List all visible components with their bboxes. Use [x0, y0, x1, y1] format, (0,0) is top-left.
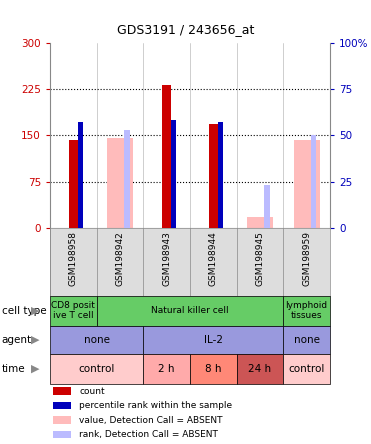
Bar	[237, 354, 283, 384]
Text: 8 h: 8 h	[205, 364, 221, 374]
Text: rank, Detection Call = ABSENT: rank, Detection Call = ABSENT	[79, 430, 218, 439]
Text: control: control	[289, 364, 325, 374]
Bar	[247, 217, 273, 228]
Text: ▶: ▶	[31, 364, 39, 374]
Bar	[53, 387, 71, 395]
Text: GDS3191 / 243656_at: GDS3191 / 243656_at	[117, 23, 254, 36]
Bar	[53, 402, 71, 409]
Bar	[209, 124, 217, 228]
Bar	[162, 85, 171, 228]
Bar	[124, 130, 130, 228]
Text: 2 h: 2 h	[158, 364, 175, 374]
Text: GSM198943: GSM198943	[162, 231, 171, 286]
Text: ▶: ▶	[31, 306, 39, 316]
Text: control: control	[79, 364, 115, 374]
Bar	[311, 135, 316, 228]
Bar	[143, 354, 190, 384]
Bar	[190, 354, 237, 384]
Text: value, Detection Call = ABSENT: value, Detection Call = ABSENT	[79, 416, 223, 424]
Text: percentile rank within the sample: percentile rank within the sample	[79, 401, 233, 410]
Text: GSM198944: GSM198944	[209, 231, 218, 286]
Text: 24 h: 24 h	[249, 364, 272, 374]
Bar	[217, 123, 223, 228]
Text: lymphoid
tissues: lymphoid tissues	[286, 301, 328, 321]
Text: time: time	[2, 364, 26, 374]
Text: GSM198958: GSM198958	[69, 231, 78, 286]
Bar	[53, 431, 71, 438]
Text: none: none	[294, 335, 320, 345]
Bar	[283, 326, 330, 354]
Text: Natural killer cell: Natural killer cell	[151, 306, 229, 315]
Text: GSM198945: GSM198945	[256, 231, 265, 286]
Text: GSM198959: GSM198959	[302, 231, 311, 286]
Text: none: none	[84, 335, 110, 345]
Text: agent: agent	[2, 335, 32, 345]
Bar	[283, 354, 330, 384]
Bar	[50, 326, 143, 354]
Bar	[143, 326, 283, 354]
Bar	[97, 296, 283, 326]
Bar	[50, 354, 143, 384]
Text: count: count	[79, 387, 105, 396]
Bar	[50, 296, 97, 326]
Text: cell type: cell type	[2, 306, 46, 316]
Text: ▶: ▶	[31, 335, 39, 345]
Text: GSM198942: GSM198942	[115, 231, 125, 286]
Text: CD8 posit
ive T cell: CD8 posit ive T cell	[52, 301, 95, 321]
Bar	[53, 416, 71, 424]
Bar	[294, 139, 319, 228]
Bar	[171, 120, 177, 228]
Bar	[283, 296, 330, 326]
Bar	[78, 123, 83, 228]
Text: IL-2: IL-2	[204, 335, 223, 345]
Bar	[69, 139, 78, 228]
Bar	[264, 185, 270, 228]
Bar	[107, 139, 133, 228]
